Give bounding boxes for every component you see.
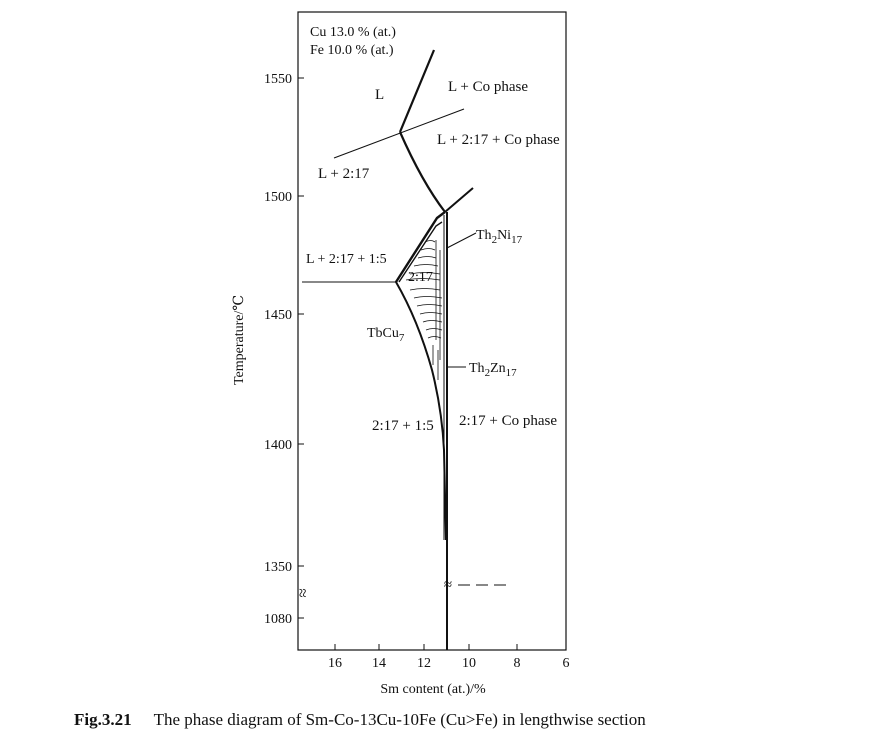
label-liquid-co: L + Co phase xyxy=(448,79,528,95)
th2zn17-sub-17: 17 xyxy=(506,367,518,379)
x-tick-8: 8 xyxy=(514,656,521,671)
tbcu7-subscript: 7 xyxy=(399,332,405,344)
l-217-boundary xyxy=(398,131,446,213)
x-tick-6: 6 xyxy=(563,656,570,671)
th2ni17-sub-2: 2 xyxy=(492,234,498,246)
x-tick-12: 12 xyxy=(417,656,431,671)
label-phase-217: 2:17 xyxy=(408,270,433,285)
composition-cu: Cu 13.0 % (at.) xyxy=(310,25,396,40)
y-tick-1400: 1400 xyxy=(264,438,292,453)
label-th2ni17: Th2Ni17 xyxy=(476,228,523,246)
phase-diagram: 1550 1500 1450 1400 1350 1080 16 14 12 1… xyxy=(232,11,570,697)
y-tick-1080: 1080 xyxy=(264,612,292,627)
y-tick-1450: 1450 xyxy=(264,308,292,323)
liquidus-thin-line xyxy=(333,108,465,159)
tbcu7-boundary xyxy=(395,281,447,541)
composition-fe: Fe 10.0 % (at.) xyxy=(310,43,394,58)
x-tick-10: 10 xyxy=(462,656,476,671)
th2ni17-ni: Ni xyxy=(497,228,511,243)
th2ni17-leader xyxy=(446,232,477,249)
upper-right-boundary xyxy=(444,187,474,213)
label-tbcu7: TbCu7 xyxy=(367,326,405,344)
y-tick-1500: 1500 xyxy=(264,190,292,205)
y-ticks xyxy=(298,77,304,619)
label-phase-217-15: 2:17 + 1:5 xyxy=(372,418,434,434)
th2ni17-th: Th xyxy=(476,228,492,243)
x-tick-16: 16 xyxy=(328,656,342,671)
l-co-boundary xyxy=(398,49,436,133)
th2ni17-sub-17: 17 xyxy=(511,234,523,246)
y-tick-1550: 1550 xyxy=(264,72,292,87)
plot-frame xyxy=(297,11,567,651)
tbcu7-text: TbCu xyxy=(367,326,399,341)
y-axis-label: Temperature/℃ xyxy=(232,295,247,385)
hatching xyxy=(405,240,443,380)
label-th2zn17: Th2Zn17 xyxy=(469,361,517,379)
figure-caption-text: The phase diagram of Sm-Co-13Cu-10Fe (Cu… xyxy=(153,710,646,729)
y-tick-1350: 1350 xyxy=(264,560,292,575)
label-liquid-217-co: L + 2:17 + Co phase xyxy=(437,132,560,148)
inner-region-boundary xyxy=(398,221,443,283)
label-liquid-217: L + 2:17 xyxy=(318,166,370,182)
y-axis-break-symbol: ≈ xyxy=(293,588,312,597)
th2zn17-sub-2: 2 xyxy=(485,367,491,379)
x-ticks xyxy=(334,644,518,650)
label-liquid: L xyxy=(375,87,384,103)
l-217-15-region-boundary xyxy=(394,211,446,283)
th2zn17-th: Th xyxy=(469,361,485,376)
x-axis-label: Sm content (at.)/% xyxy=(380,682,486,697)
figure-number: Fig.3.21 xyxy=(74,710,132,729)
x-tick-14: 14 xyxy=(372,656,386,671)
figure-caption: Fig.3.21 The phase diagram of Sm-Co-13Cu-… xyxy=(74,710,646,730)
label-phase-217-co: 2:17 + Co phase xyxy=(459,413,557,429)
th2zn17-zn: Zn xyxy=(490,361,506,376)
label-liquid-217-15: L + 2:17 + 1:5 xyxy=(306,252,387,267)
